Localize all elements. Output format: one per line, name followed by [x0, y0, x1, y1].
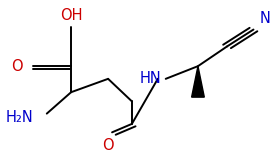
Polygon shape	[192, 66, 204, 97]
Text: H₂N: H₂N	[6, 110, 34, 125]
Text: O: O	[11, 59, 23, 74]
Text: HN: HN	[139, 71, 161, 86]
Text: OH: OH	[60, 8, 82, 23]
Text: O: O	[102, 138, 114, 153]
Text: N: N	[259, 11, 270, 26]
